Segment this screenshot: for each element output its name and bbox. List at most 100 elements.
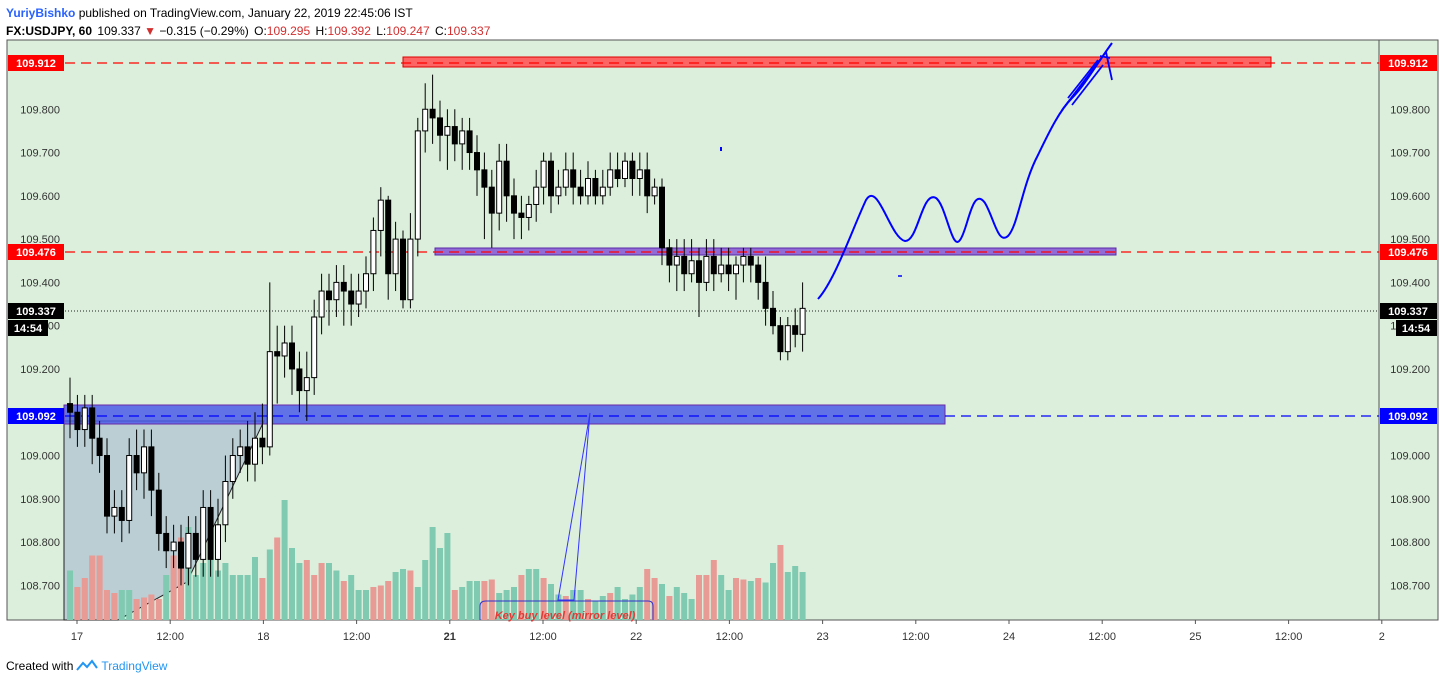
candle-body bbox=[170, 541, 177, 552]
candle-body bbox=[651, 186, 658, 197]
plot-area[interactable] bbox=[6, 39, 1380, 621]
annotation-bracket bbox=[479, 600, 654, 620]
candle bbox=[466, 117, 473, 170]
volume-bar bbox=[710, 560, 717, 620]
candle-body bbox=[784, 325, 791, 353]
candle-body bbox=[266, 351, 273, 448]
candle-body bbox=[414, 130, 421, 240]
volume-bar bbox=[104, 590, 110, 620]
candle bbox=[555, 169, 562, 205]
forecast-wave-drawing[interactable] bbox=[817, 42, 1113, 300]
open-label: O: bbox=[254, 24, 267, 38]
candle-body bbox=[237, 446, 244, 457]
candle bbox=[562, 152, 569, 196]
down-triangle-icon: ▼ bbox=[144, 24, 157, 38]
volume-bar bbox=[459, 587, 466, 620]
left-label-countdown: 14:54 bbox=[8, 320, 48, 336]
volume-bar bbox=[222, 563, 229, 620]
candle bbox=[141, 429, 147, 499]
volume-bar bbox=[740, 579, 747, 620]
volume-bar bbox=[96, 555, 103, 620]
volume-bar bbox=[281, 500, 288, 620]
candle-body bbox=[222, 480, 229, 526]
annotation-text: Key buy level (mirror level) bbox=[495, 610, 636, 622]
right-label-109092-text: 109.092 bbox=[1388, 411, 1428, 423]
candle bbox=[725, 247, 732, 292]
candle-body bbox=[200, 506, 207, 560]
candle-body bbox=[437, 117, 443, 136]
candle-body bbox=[592, 178, 599, 197]
left-label-109337: 109.337 bbox=[8, 303, 64, 319]
candle bbox=[673, 239, 680, 292]
volume-bar bbox=[555, 594, 562, 620]
support-zone[interactable] bbox=[63, 404, 946, 425]
volume-bar bbox=[540, 578, 547, 620]
candle bbox=[688, 239, 695, 283]
candle bbox=[733, 256, 739, 300]
right-label-109476: 109.476 bbox=[1380, 244, 1437, 260]
volume-bar bbox=[466, 581, 473, 620]
candle-body bbox=[562, 169, 569, 188]
high-label: H: bbox=[315, 24, 328, 38]
candle-body bbox=[799, 307, 806, 335]
candle-body bbox=[540, 160, 547, 188]
volume-bar bbox=[141, 597, 147, 620]
annotation-pointer bbox=[557, 412, 591, 601]
y-tick-label-right: 109.600 bbox=[1390, 191, 1430, 203]
volume-bar bbox=[474, 581, 480, 620]
candle-body bbox=[281, 342, 288, 357]
candle bbox=[437, 100, 443, 162]
right-label-109337: 109.337 bbox=[1380, 303, 1437, 319]
y-tick-label-right: 109.000 bbox=[1390, 451, 1430, 463]
volume-bar bbox=[562, 596, 569, 620]
volume-bar bbox=[163, 575, 170, 620]
candle-body bbox=[244, 446, 251, 465]
candle bbox=[229, 438, 236, 499]
volume-bar bbox=[622, 599, 628, 620]
forecast-arrow-head-drawing[interactable] bbox=[1061, 51, 1113, 111]
volume-bar bbox=[252, 557, 258, 620]
candle-body bbox=[392, 238, 399, 275]
candle bbox=[644, 152, 651, 214]
volume-bar bbox=[118, 590, 125, 620]
candle bbox=[651, 178, 658, 205]
volume-bar bbox=[111, 593, 118, 620]
volume-bar bbox=[303, 560, 310, 620]
candle-body bbox=[555, 186, 562, 197]
candle bbox=[459, 117, 466, 170]
candle bbox=[629, 152, 636, 196]
left-label-109476-text: 109.476 bbox=[16, 247, 56, 259]
candle-body bbox=[74, 411, 81, 431]
candle-body bbox=[659, 186, 665, 249]
right-label-109337-text: 109.337 bbox=[1388, 306, 1428, 318]
candle-body bbox=[363, 273, 369, 292]
candle bbox=[518, 195, 525, 240]
candle-body bbox=[599, 186, 606, 197]
y-tick-label-right: 108.900 bbox=[1390, 494, 1430, 506]
tradingview-logo-icon[interactable] bbox=[76, 659, 99, 673]
candle bbox=[111, 490, 118, 534]
candle bbox=[762, 256, 769, 326]
volume-bar bbox=[681, 593, 688, 620]
tradingview-link[interactable]: TradingView bbox=[101, 659, 168, 673]
right-label-countdown: 14:54 bbox=[1396, 320, 1437, 336]
candle bbox=[777, 317, 784, 361]
volume-bar bbox=[614, 587, 621, 620]
candle-body bbox=[252, 437, 258, 465]
volume-bar bbox=[747, 581, 754, 620]
candle bbox=[496, 143, 503, 231]
volume-bar bbox=[755, 578, 762, 620]
right-label-109092: 109.092 bbox=[1380, 408, 1437, 424]
volume-bar bbox=[192, 575, 199, 620]
candle-body bbox=[488, 186, 495, 214]
open-value: 109.295 bbox=[266, 24, 311, 38]
author-link[interactable]: YuriyBishko bbox=[6, 6, 76, 20]
candle-body bbox=[126, 455, 133, 521]
resistance-zone[interactable] bbox=[402, 56, 1272, 68]
y-tick-label-left: 109.600 bbox=[20, 191, 60, 203]
candle-body bbox=[622, 160, 628, 180]
candle bbox=[488, 169, 495, 248]
volume-bar bbox=[503, 590, 510, 620]
candle-body bbox=[777, 325, 784, 353]
